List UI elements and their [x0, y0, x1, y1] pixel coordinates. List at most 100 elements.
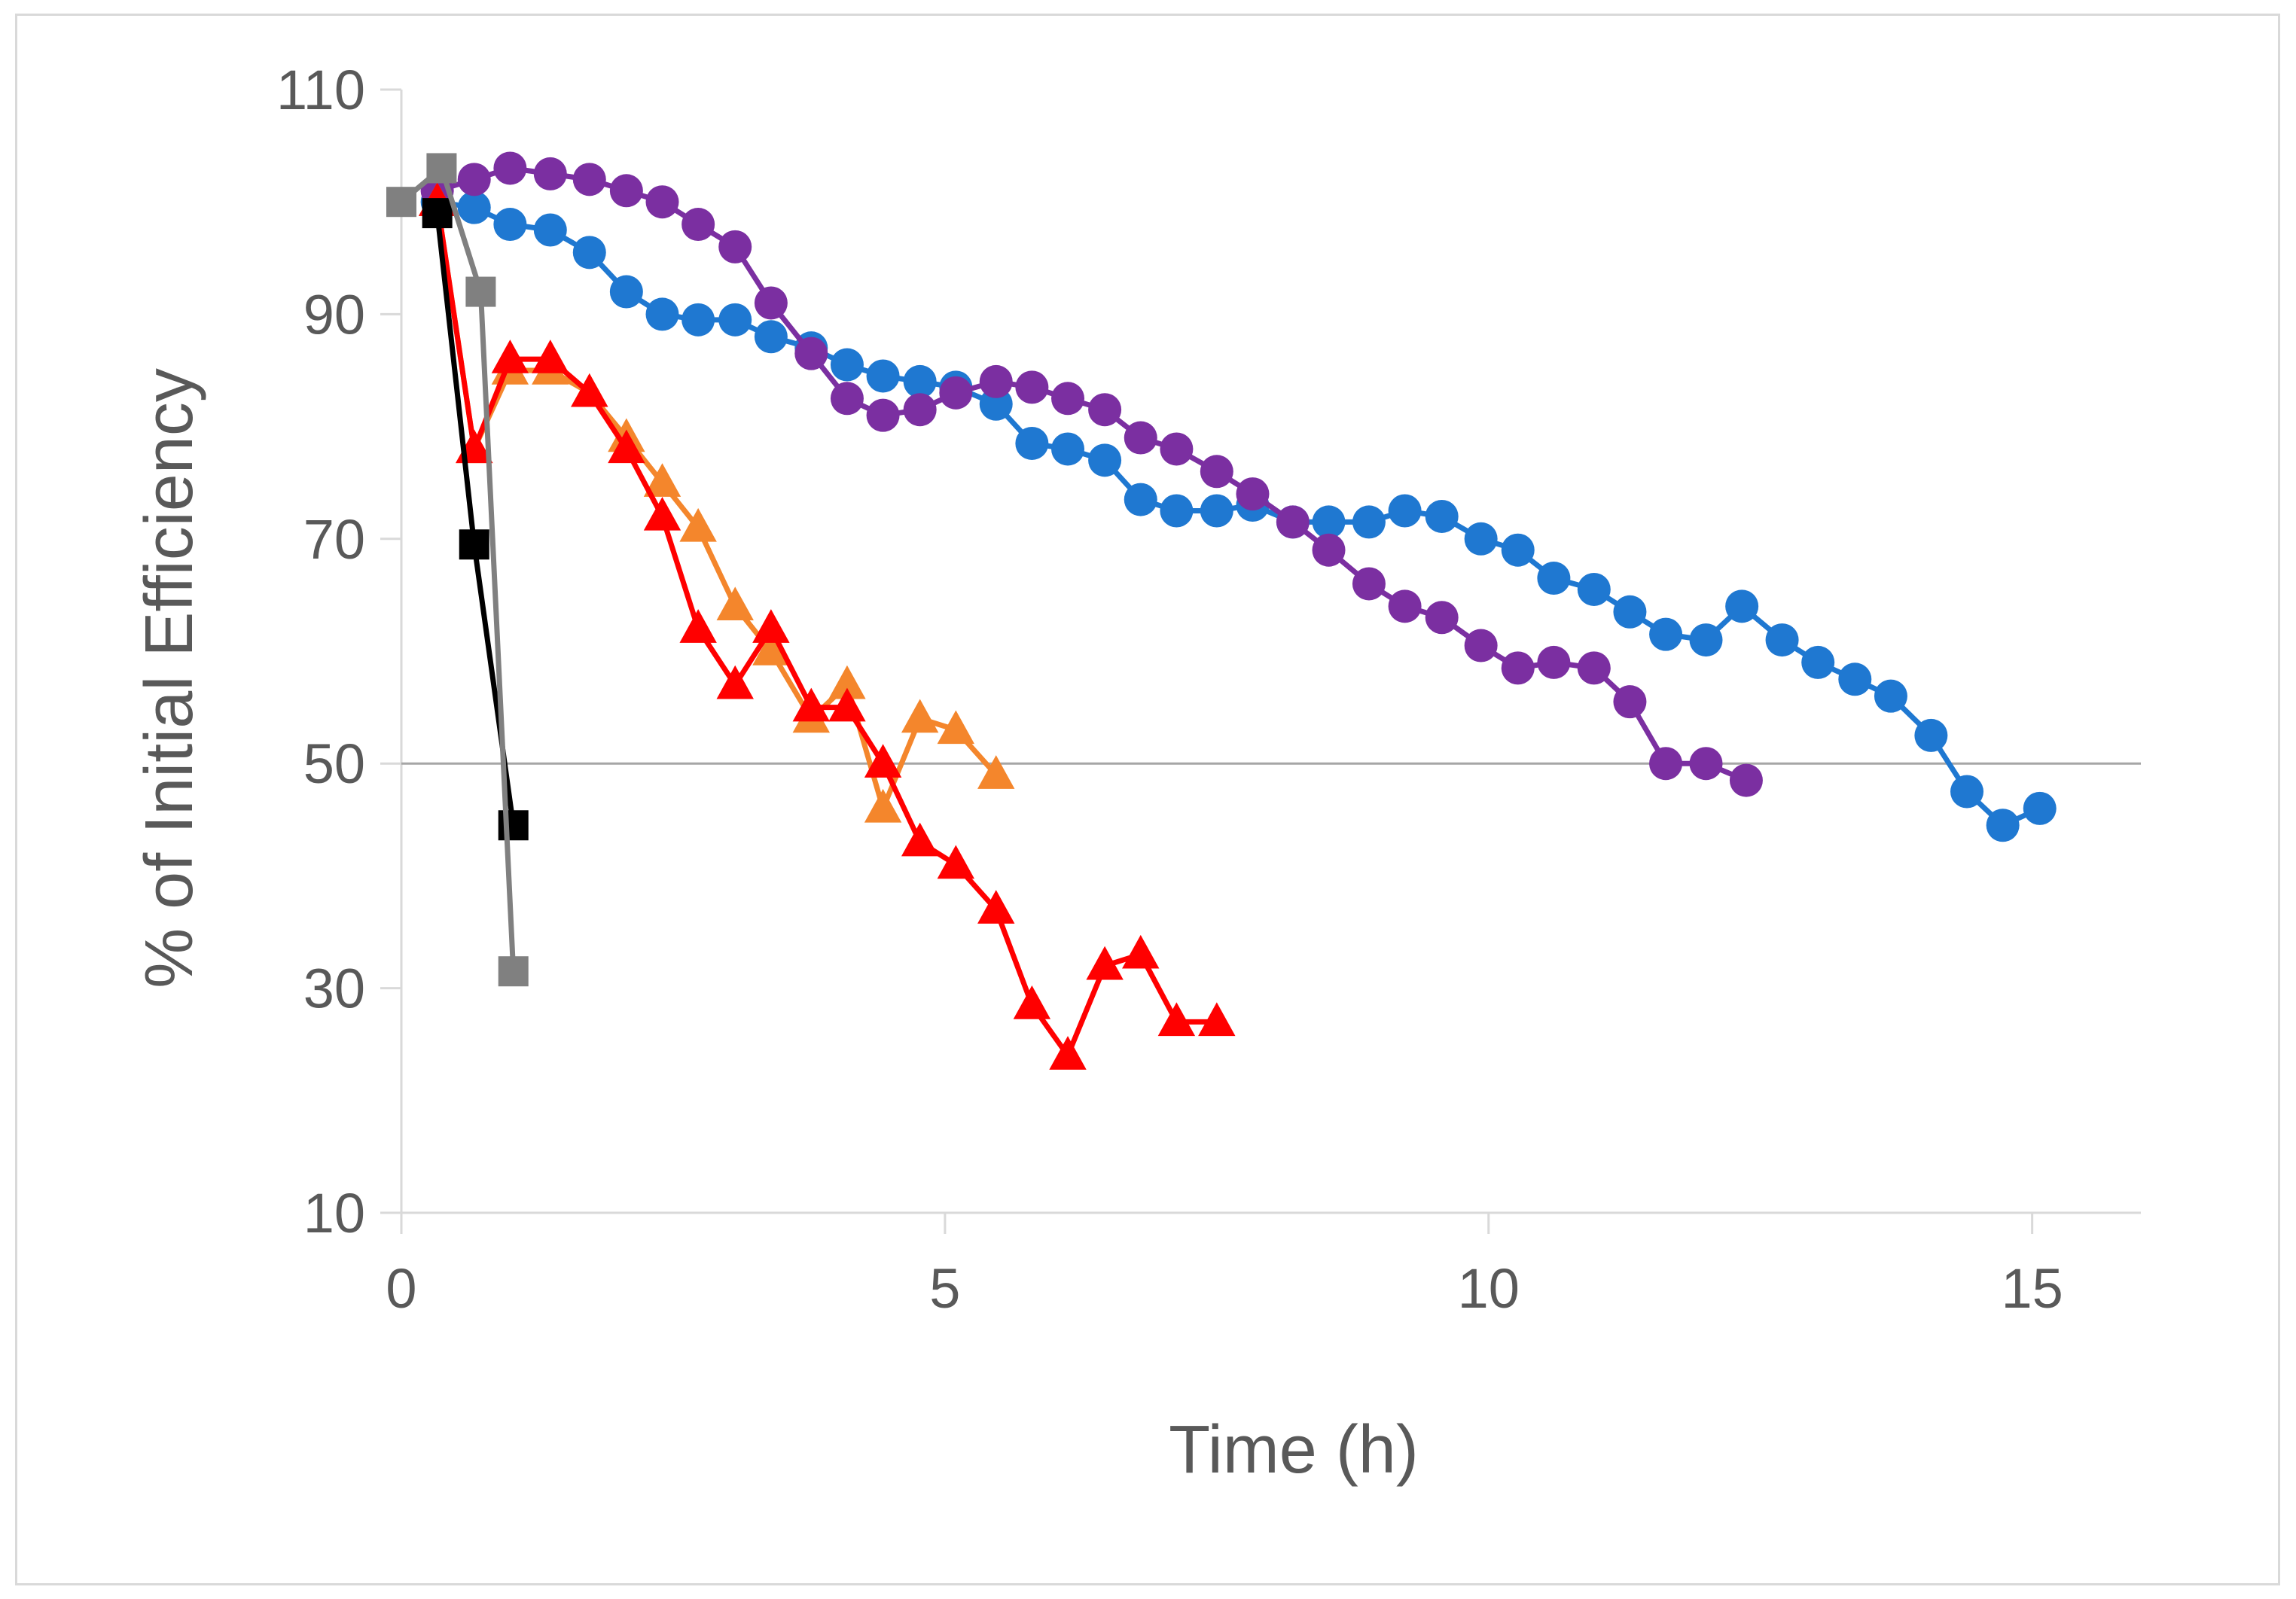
data-point — [830, 348, 864, 382]
data-point — [1352, 567, 1386, 601]
data-point — [422, 198, 453, 229]
data-point — [1464, 522, 1498, 556]
series-gray-squares — [386, 153, 529, 987]
data-point — [1577, 572, 1611, 606]
data-point — [1725, 589, 1759, 623]
data-point — [1914, 718, 1948, 752]
series-purple-circles — [420, 151, 1763, 797]
data-point — [1537, 645, 1571, 679]
data-point — [979, 364, 1013, 398]
data-point — [498, 956, 529, 987]
data-point — [1015, 370, 1049, 404]
data-point — [681, 208, 715, 242]
data-point — [609, 174, 643, 208]
data-point — [1157, 1002, 1196, 1037]
data-point — [1160, 432, 1194, 466]
data-point — [465, 276, 496, 307]
data-point — [681, 303, 715, 337]
data-point — [643, 496, 681, 531]
data-point — [752, 632, 790, 665]
x-tick-label: 0 — [386, 1257, 416, 1320]
data-point — [491, 340, 529, 373]
data-point — [457, 163, 491, 196]
data-point — [754, 286, 788, 320]
data-point — [572, 236, 606, 270]
data-point — [1122, 934, 1160, 969]
data-point — [1198, 1002, 1236, 1037]
data-point — [718, 303, 752, 337]
data-point — [1051, 432, 1085, 466]
x-axis-title: Time (h) — [1169, 1412, 1419, 1488]
data-point — [1236, 477, 1270, 511]
x-tick-label: 5 — [929, 1257, 960, 1320]
data-point — [1388, 494, 1422, 528]
data-point — [1051, 382, 1085, 416]
line-chart: 10 30 50 70 90 110 0 5 10 15 Time (h) % of Initia… — [132, 59, 2141, 1488]
series-orange-triangles — [418, 182, 1015, 823]
series-line-red-triangles — [435, 201, 1217, 1058]
data-point — [1801, 645, 1835, 679]
y-axis-title: % of Initial Efficiency — [132, 368, 207, 988]
data-point — [643, 463, 681, 497]
data-point — [645, 185, 679, 219]
data-point — [1200, 494, 1233, 528]
x-tick-label: 10 — [1458, 1257, 1520, 1320]
data-point — [864, 788, 902, 823]
data-point — [830, 382, 864, 416]
data-point — [903, 364, 937, 398]
series-red-triangles — [418, 182, 1236, 1070]
data-point — [679, 507, 717, 542]
data-point — [866, 359, 900, 393]
data-point — [498, 810, 529, 841]
data-point — [1388, 589, 1422, 623]
data-point — [571, 373, 608, 407]
data-point — [1124, 421, 1157, 455]
data-point — [716, 586, 754, 621]
data-point — [716, 665, 754, 699]
data-point — [939, 376, 973, 410]
data-point — [457, 190, 491, 224]
data-point — [1577, 651, 1611, 685]
data-point — [1765, 623, 1799, 657]
data-point — [794, 337, 828, 370]
data-point — [1537, 562, 1571, 595]
data-point — [792, 687, 830, 722]
data-point — [386, 187, 416, 218]
data-point — [459, 529, 489, 560]
data-point — [1015, 426, 1049, 460]
data-point — [1689, 747, 1723, 781]
data-point — [1501, 533, 1535, 567]
data-point — [1874, 679, 1907, 713]
data-point — [901, 822, 939, 857]
data-point — [1200, 455, 1233, 489]
data-point — [1088, 393, 1122, 427]
series-line-purple-circles — [436, 165, 1748, 783]
data-point — [493, 208, 527, 242]
data-point — [1086, 946, 1124, 980]
data-point — [1729, 763, 1763, 797]
data-point — [1464, 629, 1498, 662]
data-point — [1649, 617, 1683, 651]
data-point — [1276, 505, 1310, 539]
data-point — [864, 744, 902, 778]
axes: 10 30 50 70 90 110 0 5 10 15 — [276, 59, 2141, 1320]
data-point — [937, 845, 975, 879]
data-point — [866, 398, 900, 432]
y-tick-label: 10 — [303, 1182, 365, 1244]
data-point — [1124, 483, 1157, 516]
chart-frame: 10 30 50 70 90 110 0 5 10 15 Time (h) % of Initia… — [15, 14, 2280, 1585]
data-point — [609, 275, 643, 309]
data-point — [532, 340, 569, 373]
data-point — [903, 393, 937, 427]
series-line-orange-triangles — [435, 201, 999, 812]
data-point — [1312, 533, 1346, 567]
y-tick-label: 70 — [303, 508, 365, 571]
data-point — [937, 710, 975, 745]
data-point — [828, 687, 866, 722]
data-point — [608, 429, 645, 464]
data-point — [977, 755, 1015, 789]
data-point — [1013, 985, 1051, 1019]
data-point — [1425, 499, 1459, 533]
data-point — [718, 230, 752, 263]
data-point — [901, 699, 939, 733]
